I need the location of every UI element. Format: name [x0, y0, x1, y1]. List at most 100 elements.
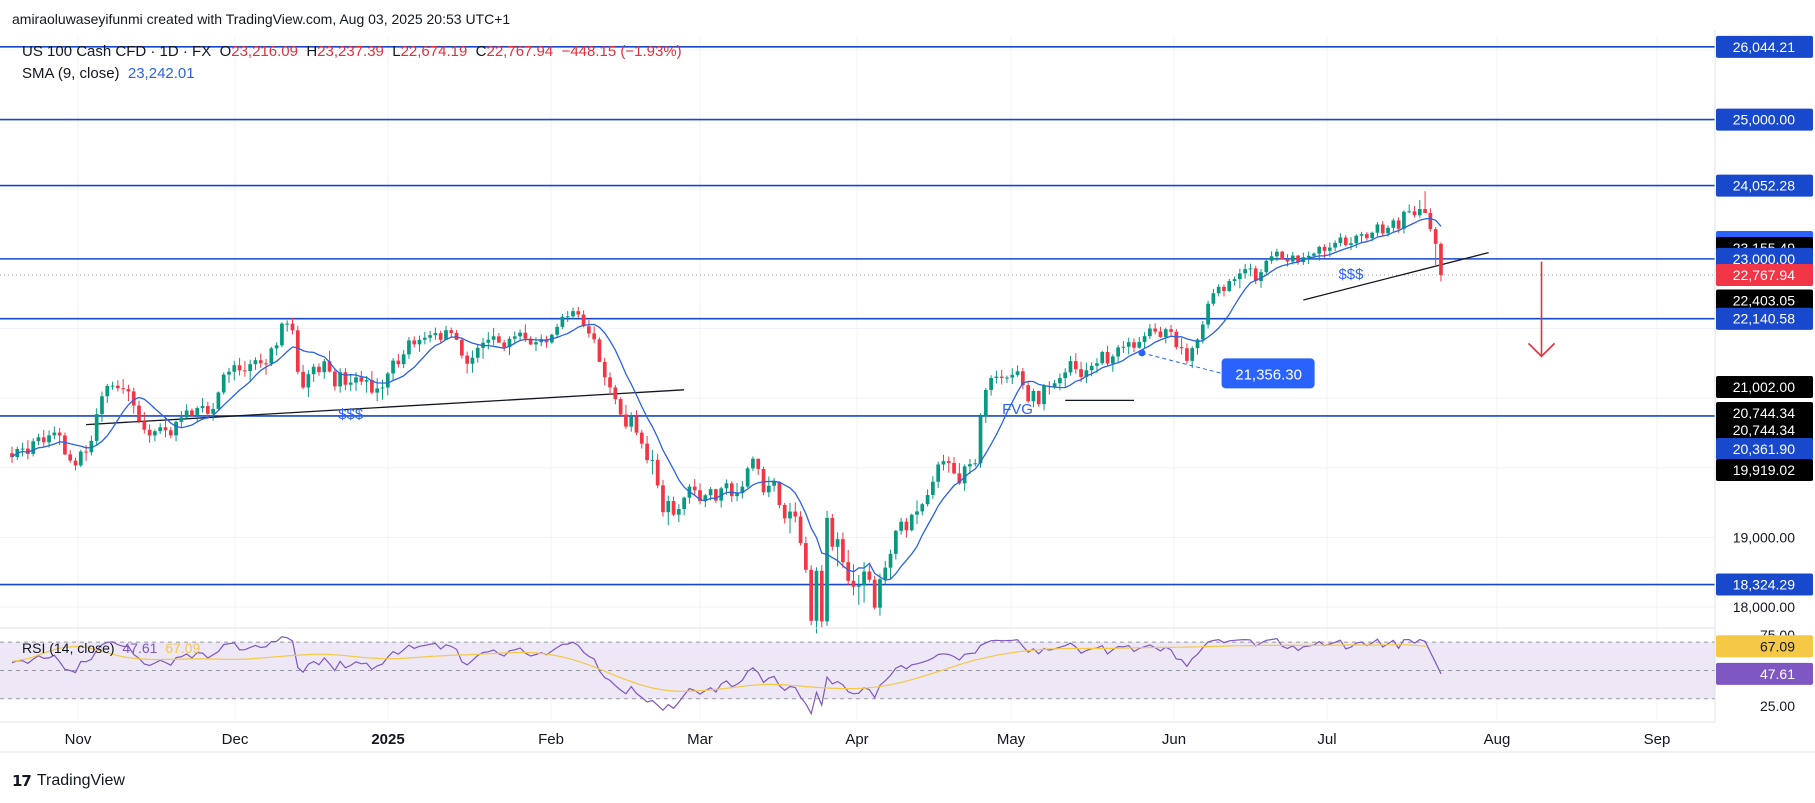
- candle-body: [772, 481, 776, 486]
- change-value: −448.15 (−1.93%): [561, 43, 682, 60]
- candle-body: [36, 437, 41, 442]
- ohlc-legend[interactable]: US 100 Cash CFD · 1D · FX O23,216.09 H23…: [22, 43, 682, 60]
- candle-body: [422, 337, 427, 340]
- x-tick-label: Feb: [538, 731, 564, 748]
- candle-body: [200, 406, 205, 409]
- candle-body: [433, 333, 438, 336]
- candle-body: [438, 333, 443, 340]
- callout-pointer: [1141, 352, 1222, 374]
- rsi-legend[interactable]: RSI (14, close) 47.61 67.09: [22, 640, 200, 656]
- price-tag-label: 21,002.00: [1733, 379, 1795, 395]
- candle-body: [1269, 256, 1274, 261]
- candle-body: [121, 388, 125, 390]
- candle-body: [147, 429, 152, 436]
- x-tick-label: Jun: [1162, 731, 1186, 748]
- open-label: O: [219, 43, 232, 60]
- candle-body: [1174, 331, 1179, 348]
- candle-body: [253, 360, 258, 365]
- candle-body: [1423, 209, 1427, 213]
- price-tag: [1716, 108, 1813, 131]
- sma-legend[interactable]: SMA (9, close) 23,242.01: [22, 65, 195, 82]
- candle-body: [888, 553, 893, 568]
- candle-body: [893, 530, 898, 554]
- candle-body: [1179, 347, 1184, 349]
- candle-body: [63, 435, 67, 455]
- candle-body: [221, 374, 226, 393]
- candle-body: [592, 333, 597, 340]
- candle-body: [52, 432, 57, 436]
- candle-body: [338, 372, 342, 387]
- annotations: $$$ FVG $$$ 21,356.30: [338, 261, 1556, 423]
- candle-body: [1021, 371, 1025, 386]
- footer-brand[interactable]: 𝟭𝟳 TradingView: [12, 772, 125, 790]
- symbol-label: US 100 Cash CFD · 1D · FX: [22, 43, 212, 60]
- candle-body: [571, 311, 575, 317]
- candle-body: [211, 408, 215, 414]
- candle-body: [1163, 329, 1168, 337]
- candle-body: [735, 493, 739, 497]
- candle-body: [983, 389, 988, 417]
- candle-body: [1375, 224, 1380, 233]
- candle-body: [1280, 251, 1285, 260]
- candle-body: [624, 414, 628, 427]
- candle-body: [952, 462, 956, 474]
- candle-body: [359, 377, 364, 382]
- candle-body: [105, 385, 110, 397]
- candle-body: [475, 347, 480, 358]
- candle-body: [68, 454, 73, 461]
- candle-body: [1380, 224, 1385, 234]
- candle-body: [1354, 235, 1359, 244]
- candle-body: [989, 378, 993, 390]
- candle-body: [78, 451, 83, 466]
- candle-body: [190, 410, 194, 416]
- candle-body: [1391, 220, 1396, 228]
- x-tick-label: Jul: [1317, 731, 1336, 748]
- price-tag-label: 22,403.05: [1733, 292, 1795, 308]
- candle-body: [491, 336, 496, 340]
- candle-body: [110, 385, 115, 387]
- rsi-pane: [0, 636, 1715, 716]
- price-tag-label: 23,000.00: [1733, 251, 1795, 267]
- candle-body: [809, 569, 814, 621]
- candle-body: [565, 316, 570, 318]
- candle-body: [766, 485, 771, 493]
- candle-body: [1084, 370, 1089, 377]
- price-tag: [1716, 264, 1813, 287]
- rsi-axis-label: 25.00: [1760, 698, 1795, 714]
- candle-body: [497, 336, 501, 343]
- rsi-line: [11, 636, 1442, 716]
- candle-body: [634, 416, 639, 433]
- x-tick-label: Aug: [1484, 731, 1511, 748]
- candle-body: [518, 332, 522, 337]
- candle-body: [1116, 347, 1120, 357]
- candle-body: [306, 374, 311, 388]
- candle-body: [1005, 377, 1009, 379]
- price-tag: [1716, 635, 1813, 658]
- candle-body: [883, 567, 888, 580]
- candle-body: [444, 330, 448, 340]
- candle-body: [782, 505, 787, 519]
- candle-body: [290, 323, 295, 331]
- candle-body: [1211, 293, 1216, 304]
- candle-body: [396, 360, 401, 365]
- candle-body: [131, 391, 136, 406]
- candle-body: [370, 380, 374, 393]
- candle-body: [534, 342, 538, 345]
- candle-body: [1237, 273, 1242, 280]
- candle-body: [460, 339, 464, 356]
- candle-body: [1433, 229, 1438, 244]
- candle-body: [740, 486, 745, 494]
- candle-body: [1417, 209, 1422, 216]
- candle-body: [380, 387, 385, 389]
- candle-body: [179, 417, 184, 422]
- candle-body: [1248, 268, 1253, 270]
- candle-body: [248, 364, 253, 372]
- candle-body: [1349, 243, 1353, 245]
- candle-body: [1015, 371, 1020, 375]
- candle-body: [1306, 255, 1311, 258]
- candle-body: [153, 431, 157, 436]
- candle-body: [269, 348, 274, 364]
- price-tag: [1716, 376, 1813, 398]
- candle-body: [941, 461, 946, 465]
